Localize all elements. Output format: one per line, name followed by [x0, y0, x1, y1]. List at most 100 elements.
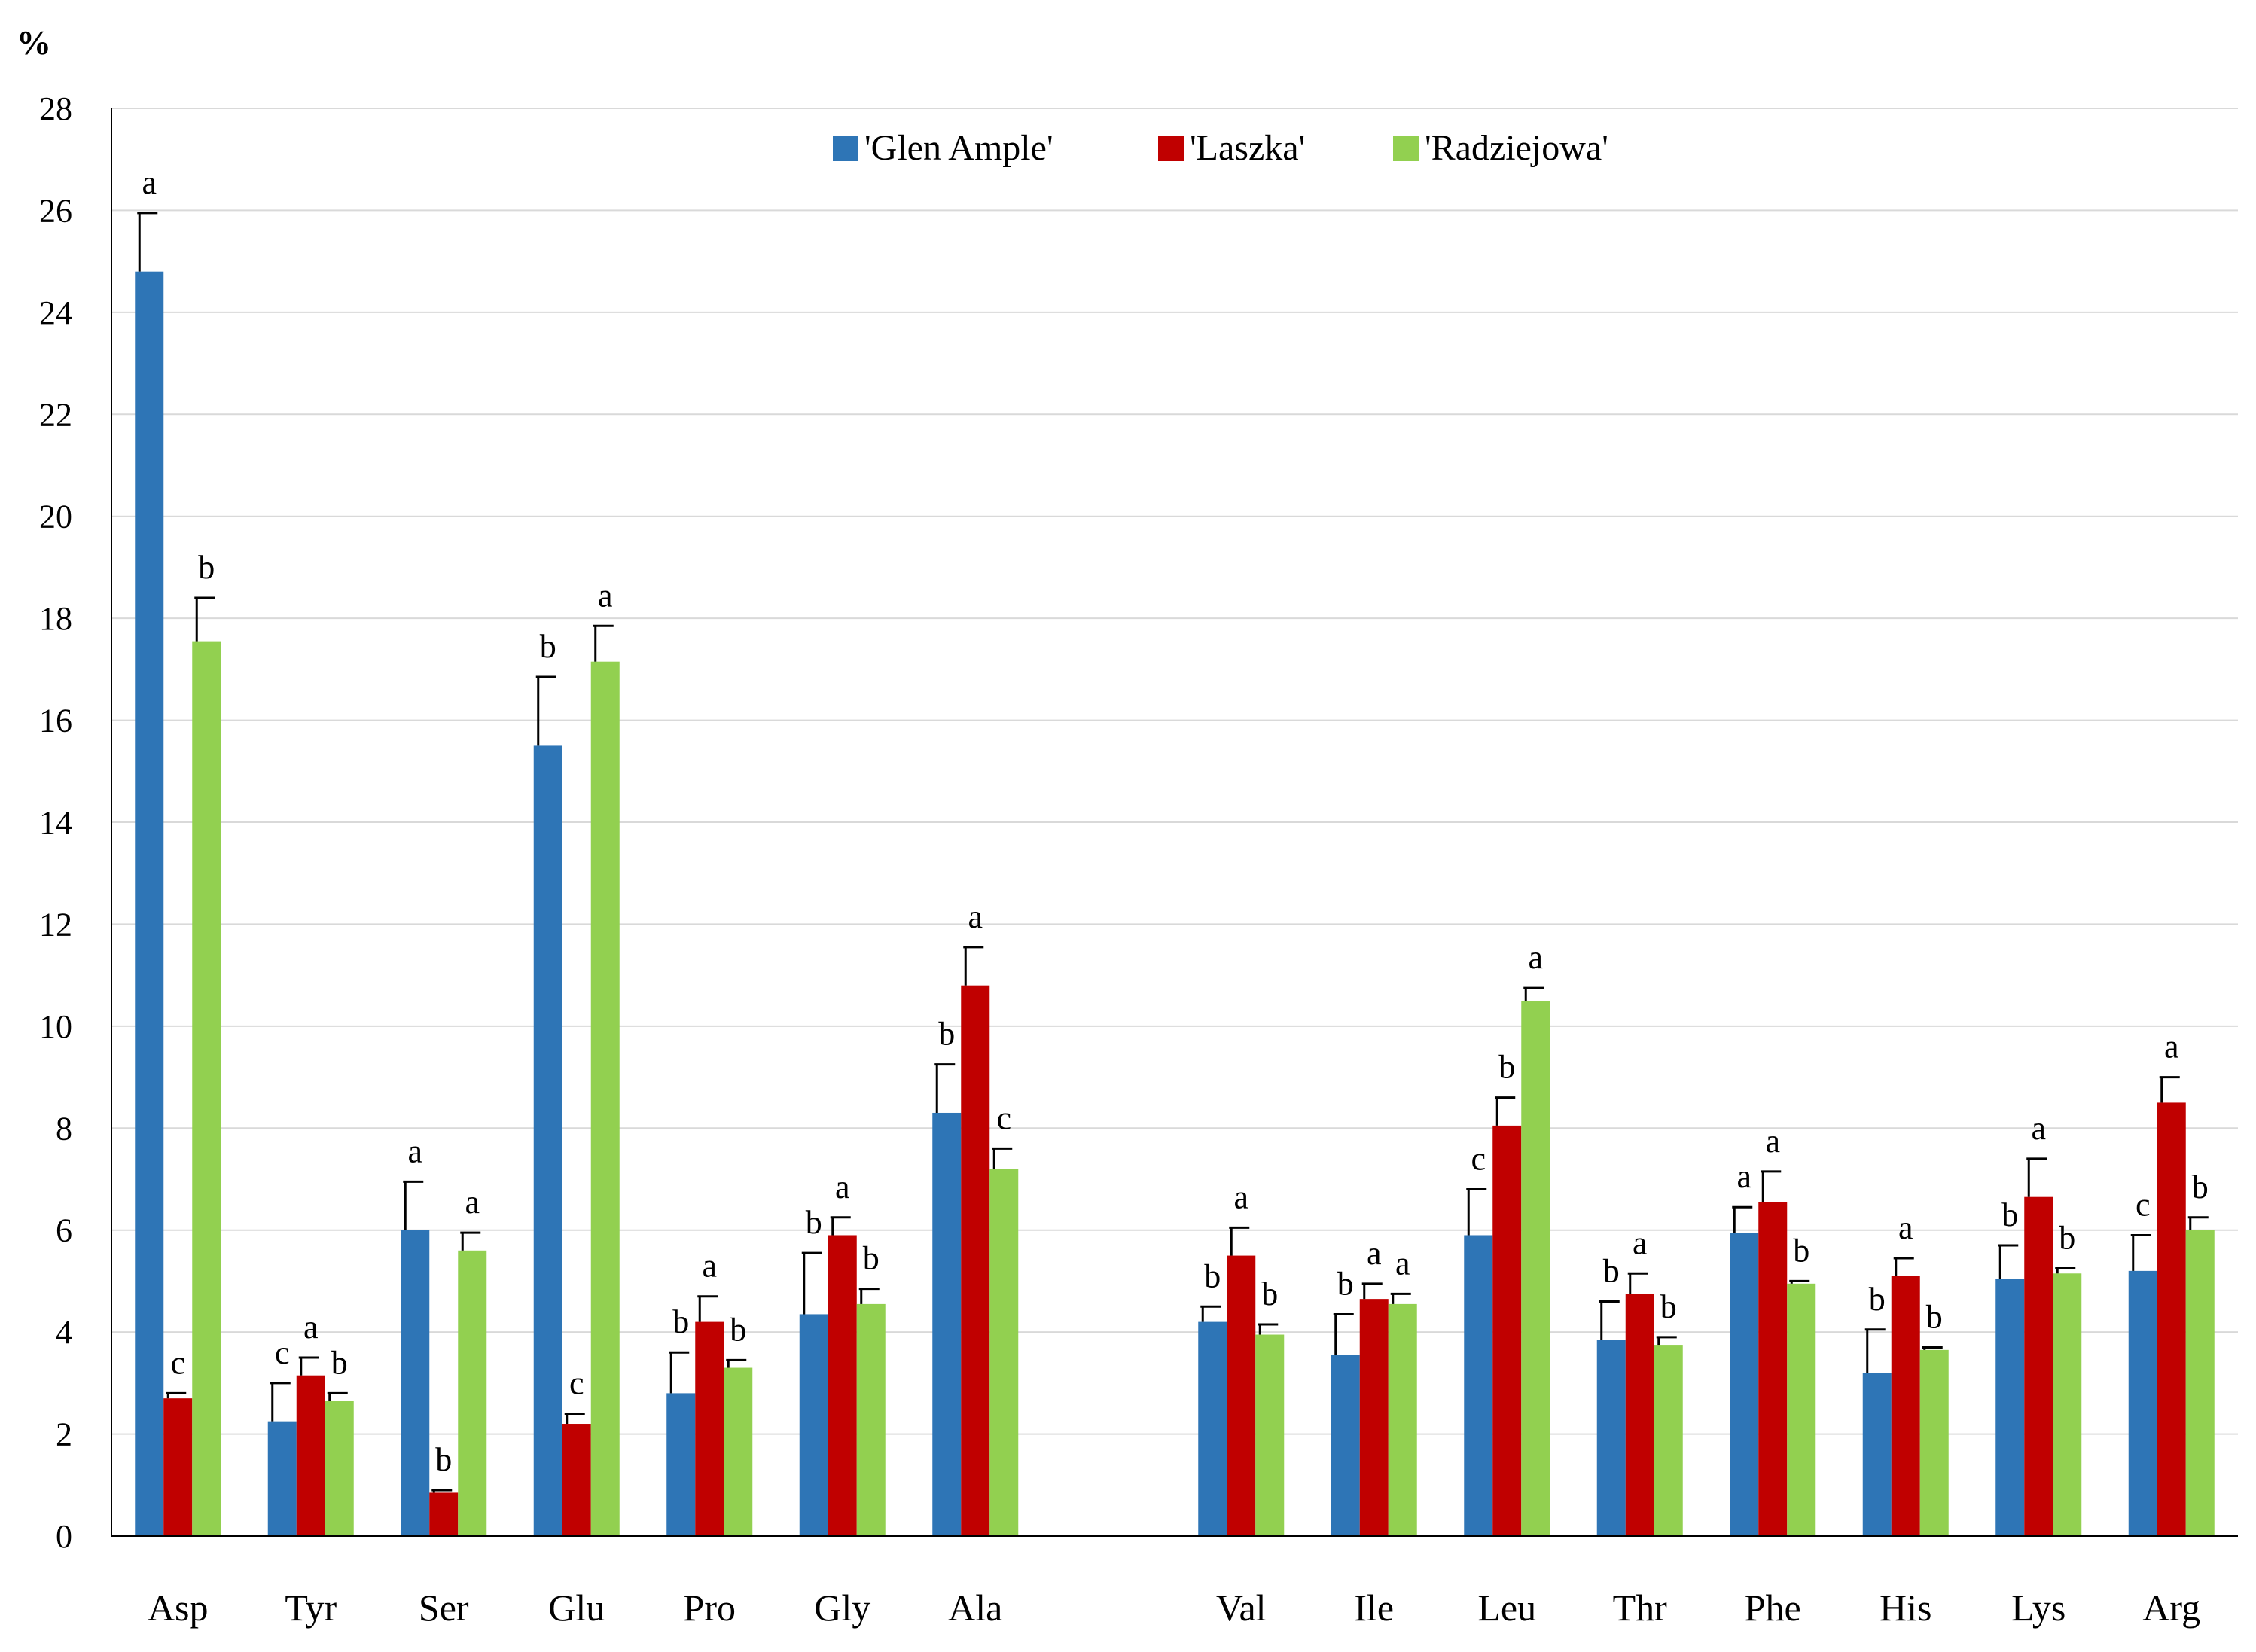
- bar: [1255, 1334, 1285, 1536]
- bar: [828, 1235, 857, 1536]
- significance-letter: c: [996, 1099, 1011, 1136]
- significance-letter: b: [1261, 1276, 1278, 1312]
- x-tick-label: Tyr: [285, 1586, 337, 1629]
- bar: [192, 641, 221, 1536]
- significance-letter: b: [2059, 1220, 2075, 1257]
- significance-letter: a: [465, 1184, 480, 1221]
- significance-letter: a: [142, 164, 157, 201]
- significance-letter: a: [1736, 1158, 1751, 1195]
- bar: [2024, 1196, 2053, 1536]
- bar: [296, 1375, 325, 1536]
- bar: [932, 1112, 962, 1536]
- bar: [961, 985, 990, 1536]
- significance-letter: b: [672, 1303, 689, 1340]
- bar: [799, 1314, 828, 1536]
- bar: [1730, 1233, 1759, 1536]
- significance-letter: b: [806, 1204, 822, 1241]
- y-tick-label: 10: [39, 1008, 72, 1045]
- significance-letter: b: [1793, 1232, 1809, 1269]
- y-tick-label: 14: [39, 804, 72, 841]
- significance-letter: b: [2001, 1196, 2018, 1233]
- bar: [1492, 1125, 1522, 1536]
- legend-label: 'Glen Ample': [864, 128, 1053, 168]
- y-tick-label: 28: [39, 90, 72, 127]
- significance-letter: b: [1498, 1049, 1515, 1086]
- bar: [666, 1393, 696, 1536]
- bar: [989, 1169, 1019, 1536]
- significance-letter: c: [275, 1334, 290, 1371]
- bar: [458, 1250, 487, 1536]
- significance-letter: b: [1660, 1288, 1677, 1325]
- x-tick-label: Gly: [814, 1586, 870, 1629]
- x-tick-label: His: [1879, 1586, 1931, 1629]
- y-tick-label: 18: [39, 600, 72, 637]
- y-tick-label: 24: [39, 294, 72, 331]
- significance-letter: a: [1395, 1245, 1410, 1282]
- significance-letter: b: [435, 1441, 452, 1478]
- x-tick-label: Phe: [1745, 1586, 1801, 1629]
- y-tick-label: 4: [56, 1314, 72, 1351]
- significance-letter: a: [968, 898, 983, 935]
- significance-letter: b: [1603, 1253, 1620, 1290]
- significance-letter: c: [170, 1344, 185, 1381]
- x-tick-label: Val: [1216, 1586, 1267, 1629]
- y-axis-unit-label: %: [17, 23, 51, 62]
- significance-letter: b: [198, 549, 215, 586]
- bar: [401, 1230, 430, 1536]
- x-tick-label: Ala: [948, 1586, 1002, 1629]
- significance-letter: b: [1337, 1265, 1354, 1302]
- significance-letter: c: [1471, 1141, 1486, 1178]
- bar: [1654, 1345, 1683, 1536]
- significance-letter: a: [1233, 1178, 1248, 1215]
- bar: [1227, 1255, 1256, 1536]
- significance-letter: a: [835, 1169, 850, 1205]
- bar: [590, 661, 620, 1537]
- significance-letter: b: [331, 1344, 348, 1381]
- y-tick-label: 22: [39, 396, 72, 433]
- significance-letter: a: [1633, 1224, 1648, 1261]
- bar: [135, 271, 164, 1537]
- significance-letter: a: [303, 1309, 319, 1346]
- significance-letter: a: [1765, 1123, 1780, 1160]
- bar: [2053, 1273, 2082, 1536]
- bar: [1758, 1202, 1788, 1536]
- significance-letter: b: [1204, 1257, 1221, 1294]
- bar: [325, 1401, 354, 1536]
- legend: 'Glen Ample' 'Laszka' 'Radziejowa': [833, 128, 1608, 168]
- significance-letter: b: [863, 1240, 880, 1277]
- x-tick-label: Arg: [2142, 1586, 2200, 1629]
- bar: [2157, 1102, 2186, 1536]
- x-tick-label: Ser: [419, 1586, 469, 1629]
- bar: [1388, 1303, 1417, 1536]
- bar: [1625, 1294, 1654, 1536]
- bar: [1862, 1373, 1892, 1536]
- bar: [1521, 1001, 1550, 1536]
- gridlines: [111, 108, 2238, 1435]
- bar: [1891, 1276, 1920, 1536]
- significance-letter: c: [569, 1364, 584, 1401]
- legend-swatch: [833, 136, 858, 161]
- legend-label: 'Radziejowa': [1425, 128, 1608, 168]
- significance-letter: b: [938, 1016, 955, 1053]
- bar: [2185, 1230, 2215, 1536]
- y-tick-label: 0: [56, 1518, 72, 1555]
- axes: [111, 108, 2238, 1537]
- significance-letter: a: [407, 1132, 422, 1169]
- significance-letter: b: [1869, 1281, 1886, 1318]
- bars: [135, 212, 2215, 1537]
- legend-swatch: [1158, 136, 1184, 161]
- bar: [695, 1321, 724, 1536]
- x-tick-label: Asp: [148, 1586, 209, 1629]
- x-tick-label: Leu: [1477, 1586, 1536, 1629]
- y-tick-label: 26: [39, 192, 72, 229]
- y-tick-label: 2: [56, 1416, 72, 1453]
- significance-letter: a: [1367, 1235, 1382, 1272]
- bar: [429, 1492, 459, 1536]
- bar: [1331, 1355, 1360, 1536]
- bar: [562, 1424, 591, 1536]
- significance-letter: b: [1926, 1298, 1943, 1335]
